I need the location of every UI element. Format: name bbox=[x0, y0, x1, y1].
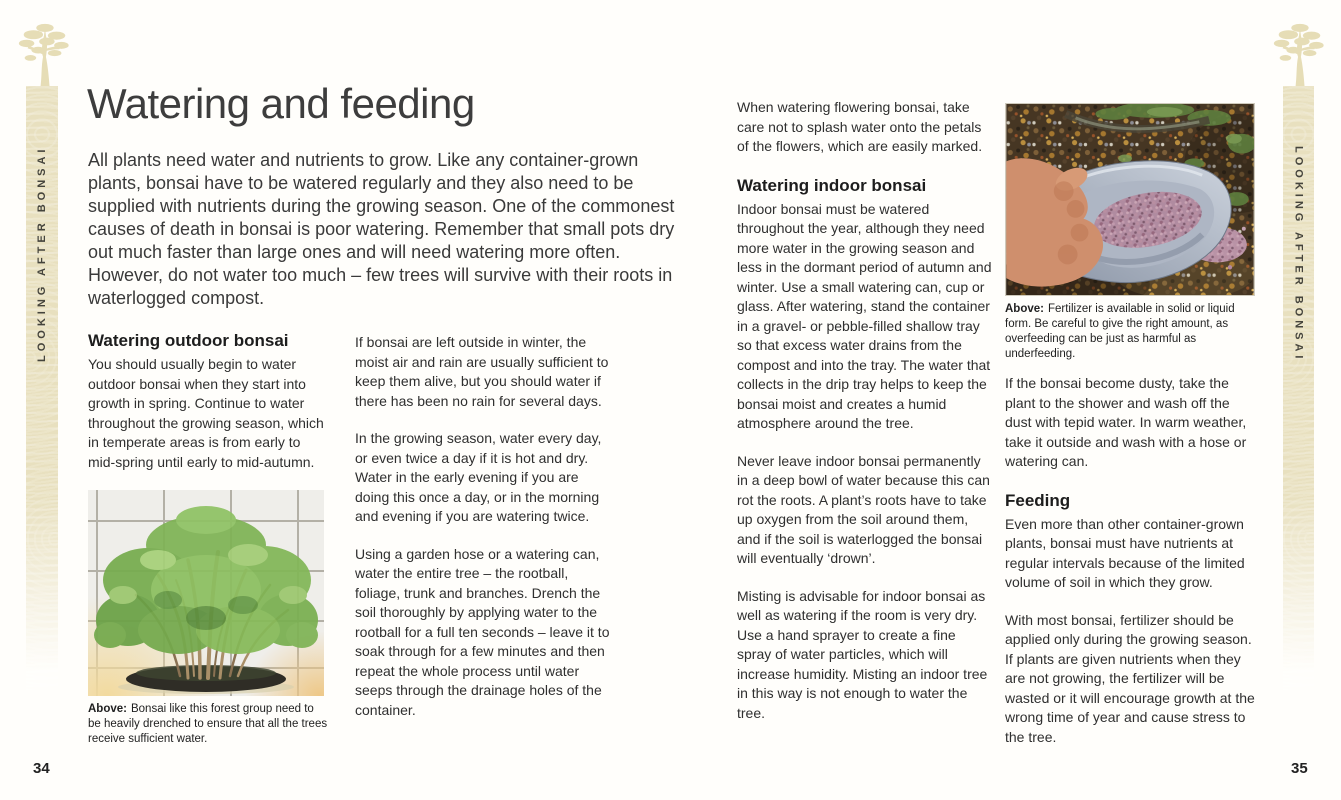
sidebar-strip-left bbox=[26, 86, 58, 690]
sidebar-label-right: LOOKING AFTER BONSAI bbox=[1283, 98, 1314, 410]
outdoor-paragraph-3: In the growing season, water every day, … bbox=[355, 430, 602, 524]
bonsai-tree-icon bbox=[1273, 23, 1324, 90]
sidebar-strip-right bbox=[1283, 86, 1314, 690]
column-feeding: Above: Fertilizer is available in solid o… bbox=[1005, 103, 1257, 747]
heading-watering-outdoor: Watering outdoor bonsai bbox=[88, 331, 289, 350]
sidebar-label-left-text: LOOKING AFTER BONSAI bbox=[36, 145, 48, 363]
heading-feeding: Feeding bbox=[1005, 490, 1071, 510]
column-indoor: When watering flowering bonsai, take car… bbox=[737, 98, 993, 723]
sidebar-label-left: LOOKING AFTER BONSAI bbox=[26, 98, 58, 410]
outdoor-paragraph-2: If bonsai are left outside in winter, th… bbox=[355, 334, 609, 409]
outdoor-paragraph-4: Using a garden hose or a watering can, w… bbox=[355, 545, 610, 718]
outdoor-paragraph-1: You should usually begin to water outdoo… bbox=[88, 356, 324, 470]
bonsai-tree-icon bbox=[18, 23, 69, 90]
forest-photo-caption: Above: Bonsai like this forest group need… bbox=[88, 702, 328, 747]
column-outdoor: Watering outdoor bonsai You should usual… bbox=[88, 330, 328, 759]
indoor-paragraph-2: Never leave indoor bonsai permanently in… bbox=[737, 452, 990, 567]
caption-text: Fertilizer is available in solid or liqu… bbox=[1005, 303, 1235, 360]
fertilizer-scoop-photo bbox=[1005, 103, 1255, 296]
page-number-right: 35 bbox=[1291, 760, 1308, 777]
dusty-note-paragraph: If the bonsai become dusty, take the pla… bbox=[1005, 375, 1247, 469]
indoor-paragraph-3: Misting is advisable for indoor bonsai a… bbox=[737, 587, 988, 721]
page-number-left: 34 bbox=[33, 760, 50, 777]
caption-label: Above: bbox=[1005, 303, 1044, 315]
caption-text: Bonsai like this forest group need to be… bbox=[88, 703, 328, 745]
feeding-paragraph-1: Even more than other container-grown pla… bbox=[1005, 515, 1245, 591]
flowering-note-paragraph: When watering flowering bonsai, take car… bbox=[737, 99, 983, 154]
intro-paragraph: All plants need water and nutrients to g… bbox=[88, 150, 675, 308]
fertilizer-photo-caption: Above: Fertilizer is available in solid o… bbox=[1005, 302, 1257, 362]
bonsai-forest-photo bbox=[88, 490, 324, 696]
column-outdoor-continued: If bonsai are left outside in winter, th… bbox=[355, 333, 611, 720]
indoor-paragraph-1: Indoor bonsai must be watered throughout… bbox=[737, 200, 992, 432]
heading-watering-indoor: Watering indoor bonsai bbox=[737, 175, 927, 195]
feeding-paragraph-2: With most bonsai, fertilizer should be a… bbox=[1005, 611, 1255, 745]
caption-label: Above: bbox=[88, 703, 127, 715]
page-title: Watering and feeding bbox=[87, 80, 475, 127]
sidebar-label-right-text: LOOKING AFTER BONSAI bbox=[1292, 145, 1305, 363]
